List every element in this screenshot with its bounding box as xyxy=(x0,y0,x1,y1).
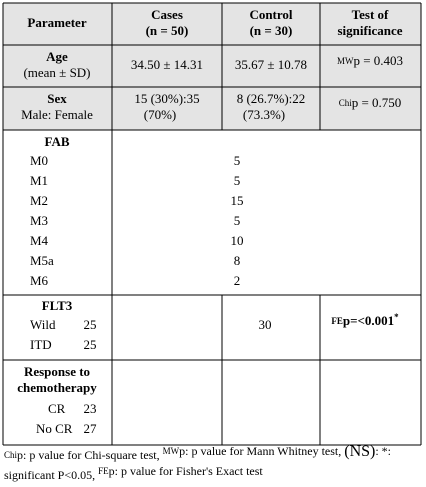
sex-cases: 15 (30%):35 xyxy=(134,91,199,106)
flt3-status: Wild xyxy=(30,317,56,332)
superscript: MW xyxy=(337,56,354,66)
response-label: Response to xyxy=(24,364,90,379)
superscript: Chi xyxy=(339,98,353,108)
flt3-label: FLT3 xyxy=(42,298,73,313)
response-cases: 23 xyxy=(84,401,97,416)
superscript: * xyxy=(394,312,399,322)
text-run: p: p value for Chi-square test, xyxy=(17,448,163,462)
age-label: Age xyxy=(46,49,68,64)
text-run: : *: xyxy=(375,444,391,458)
sex-label: Sex xyxy=(47,91,67,106)
header-parameter: Parameter xyxy=(27,15,86,30)
superscript: FE xyxy=(98,466,109,476)
flt3-control: 30 xyxy=(259,317,272,332)
text-run: significant P<0.05, xyxy=(4,468,98,482)
response-label-2: chemotherapy xyxy=(17,380,97,395)
fab-count: 10 xyxy=(231,233,244,248)
footnote: significant P<0.05, FEp: p value for Fis… xyxy=(4,464,263,482)
sex-cases-2: (70%) xyxy=(144,107,177,122)
superscript: FE xyxy=(331,316,343,326)
header-control: Control xyxy=(249,7,292,22)
shaded-rows xyxy=(3,3,421,130)
response-cases: 27 xyxy=(84,421,98,436)
fab-subtype: M0 xyxy=(30,153,48,168)
flt3-status: ITD xyxy=(30,337,52,352)
sex-control-2: (73.3%) xyxy=(243,107,285,122)
fab-count: 8 xyxy=(234,253,241,268)
fab-subtype: M2 xyxy=(30,193,48,208)
text-run: p = 0.750 xyxy=(352,95,402,110)
fab-count: 2 xyxy=(234,273,241,288)
age-test: MWp = 0.403 xyxy=(337,53,403,68)
sex-test: Chip = 0.750 xyxy=(339,95,402,110)
fab-count: 5 xyxy=(234,153,241,168)
flt3-cases: 25 xyxy=(84,317,97,332)
flt3-test: FEp=<0.001* xyxy=(331,312,399,328)
fab-subtype: M6 xyxy=(30,273,49,288)
fab-subtype: M5a xyxy=(30,253,54,268)
header-cases-n: (n = 50) xyxy=(146,23,189,38)
fab-count: 5 xyxy=(234,213,241,228)
fab-subtype: M1 xyxy=(30,173,48,188)
sex-sublabel: Male: Female xyxy=(21,107,93,122)
header-control-n: (n = 30) xyxy=(250,23,293,38)
superscript: Chi xyxy=(4,450,18,460)
fab-label: FAB xyxy=(44,134,69,149)
age-cases: 34.50 ± 14.31 xyxy=(131,57,203,72)
text-run: p=<0.001 xyxy=(343,313,394,328)
text-run: p: p value for Mann Whitney test, xyxy=(179,444,344,458)
header-test: Test of xyxy=(352,7,389,22)
header-test-2: significance xyxy=(338,23,403,38)
response-group: CR xyxy=(48,401,66,416)
flt3-cases: 25 xyxy=(84,337,97,352)
text-run: (NS) xyxy=(344,443,375,460)
header-cases: Cases xyxy=(151,7,183,22)
sex-control: 8 (26.7%):22 xyxy=(237,91,306,106)
fab-subtype: M4 xyxy=(30,233,49,248)
text-run: p = 0.403 xyxy=(353,53,403,68)
age-control: 35.67 ± 10.78 xyxy=(235,57,307,72)
response-group: No CR xyxy=(36,421,73,436)
fab-count: 5 xyxy=(234,173,241,188)
table-lines xyxy=(2,2,422,446)
superscript: MW xyxy=(163,446,180,456)
fab-subtype: M3 xyxy=(30,213,48,228)
age-sublabel: (mean ± SD) xyxy=(23,65,90,80)
text-run: p: p value for Fisher's Exact test xyxy=(109,464,264,478)
footnote: Chip: p value for Chi-square test, MWp: … xyxy=(4,443,391,462)
fab-count: 15 xyxy=(231,193,244,208)
